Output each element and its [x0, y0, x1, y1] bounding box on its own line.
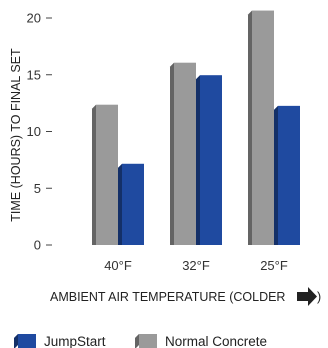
x-tick-label: 40°F — [104, 258, 132, 273]
right-arrow-icon — [297, 287, 317, 306]
bar-normal-concrete-0 — [92, 104, 118, 245]
y-axis: 0 5 10 15 20 — [27, 11, 52, 253]
x-axis-title-close-paren: ) — [317, 290, 321, 304]
y-axis-title: TIME (HOURS) TO FINAL SET — [9, 48, 23, 222]
y-tick-label: 0 — [34, 238, 41, 253]
legend-item-normal-concrete: Normal Concrete — [135, 334, 267, 348]
bars — [92, 10, 300, 246]
y-tick-label: 5 — [34, 181, 41, 196]
legend-swatch — [139, 334, 157, 348]
bar-jumpstart-2 — [274, 105, 300, 245]
bar-jumpstart-1 — [196, 75, 222, 245]
y-tick-label: 15 — [27, 67, 41, 82]
x-axis-title: AMBIENT AIR TEMPERATURE (COLDER — [50, 290, 285, 304]
x-tick-label: 25°F — [260, 258, 288, 273]
legend-label: JumpStart — [44, 334, 106, 348]
legend-item-jumpstart: JumpStart — [14, 334, 106, 348]
legend-swatch — [18, 334, 36, 348]
legend: JumpStart Normal Concrete — [14, 334, 267, 348]
y-tick-label: 20 — [27, 11, 41, 26]
bar-normal-concrete-1 — [170, 62, 196, 246]
legend-label: Normal Concrete — [165, 334, 267, 348]
bar-normal-concrete-2 — [248, 10, 274, 246]
x-tick-label: 32°F — [182, 258, 210, 273]
bar-jumpstart-0 — [118, 163, 144, 245]
y-tick-label: 10 — [27, 124, 41, 139]
x-axis-ticks: 40°F 32°F 25°F — [104, 258, 288, 273]
